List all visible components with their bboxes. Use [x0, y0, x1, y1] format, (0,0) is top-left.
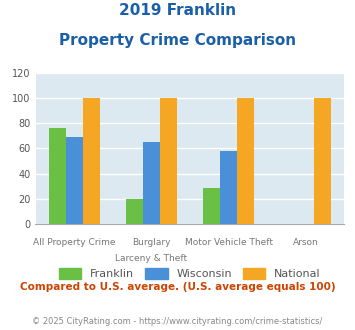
Bar [160, 98, 177, 224]
Bar [203, 188, 220, 224]
Legend: Franklin, Wisconsin, National: Franklin, Wisconsin, National [55, 263, 325, 284]
Text: Larceny & Theft: Larceny & Theft [115, 254, 187, 263]
Text: © 2025 CityRating.com - https://www.cityrating.com/crime-statistics/: © 2025 CityRating.com - https://www.city… [32, 317, 323, 326]
Text: Compared to U.S. average. (U.S. average equals 100): Compared to U.S. average. (U.S. average … [20, 282, 335, 292]
Text: 2019 Franklin: 2019 Franklin [119, 3, 236, 18]
Bar [314, 98, 331, 224]
Text: Burglary: Burglary [132, 238, 170, 247]
Bar [143, 142, 160, 224]
Bar [220, 151, 237, 224]
Bar [66, 137, 83, 224]
Text: Property Crime Comparison: Property Crime Comparison [59, 33, 296, 48]
Text: Arson: Arson [293, 238, 319, 247]
Bar [49, 128, 66, 224]
Bar [237, 98, 254, 224]
Bar [126, 199, 143, 224]
Text: All Property Crime: All Property Crime [33, 238, 115, 247]
Text: Motor Vehicle Theft: Motor Vehicle Theft [185, 238, 273, 247]
Bar [83, 98, 100, 224]
